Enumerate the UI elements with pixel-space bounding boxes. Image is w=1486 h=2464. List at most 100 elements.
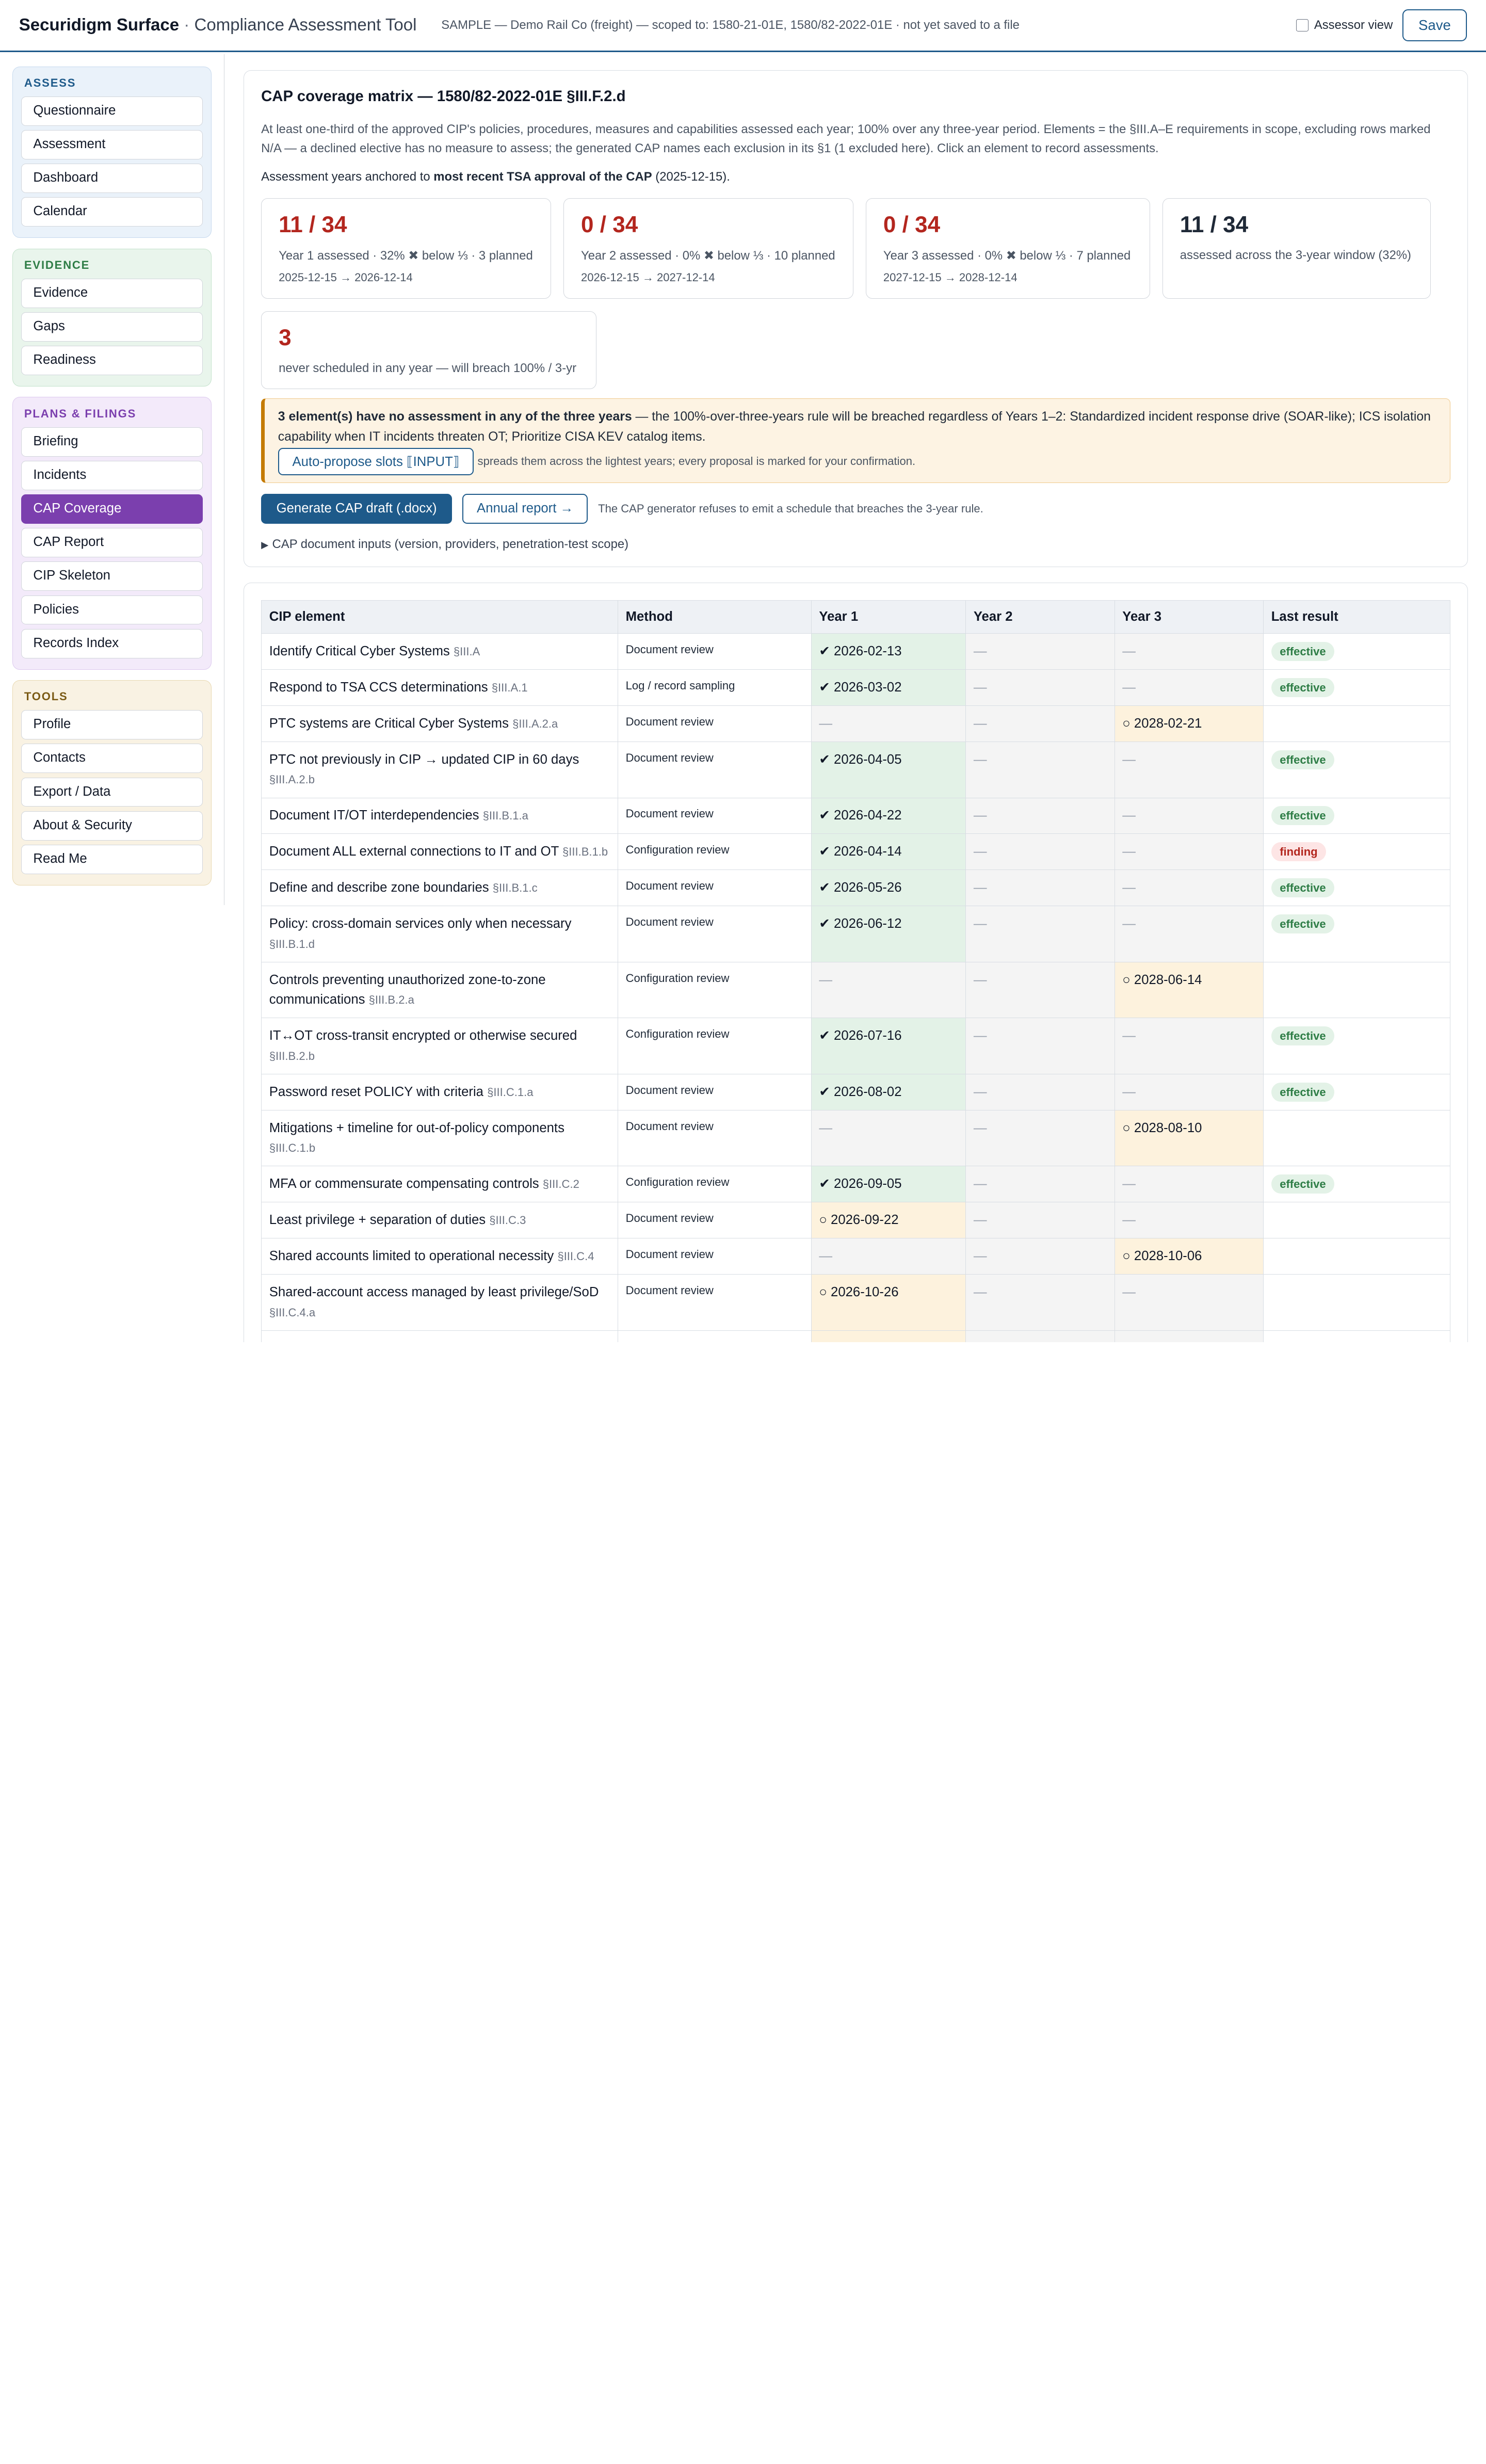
year-3-cell[interactable]: — — [1114, 669, 1264, 706]
year-1-cell[interactable]: ○ 2026-10-26 — [811, 1274, 966, 1331]
generate-cap-draft-button[interactable]: Generate CAP draft (.docx) — [261, 493, 453, 524]
element-cell[interactable]: Shared accounts limited to operational n… — [261, 1238, 618, 1275]
year-1-cell[interactable]: ○ 2026-11-12 — [811, 1330, 966, 1342]
table-row[interactable]: Shared-account access managed by least p… — [261, 1274, 1451, 1331]
year-2-cell[interactable]: — — [965, 1330, 1115, 1342]
sidebar-item-briefing[interactable]: Briefing — [21, 427, 203, 457]
year-3-cell[interactable]: — — [1114, 1202, 1264, 1239]
element-cell[interactable]: MFA or commensurate compensating control… — [261, 1166, 618, 1203]
save-button[interactable]: Save — [1402, 9, 1467, 41]
year-3-cell[interactable]: ○ 2028-10-06 — [1114, 1238, 1264, 1275]
year-1-cell[interactable]: ✔ 2026-04-22 — [811, 797, 966, 834]
sidebar-item-cip-skeleton[interactable]: CIP Skeleton — [21, 561, 203, 591]
year-3-cell[interactable]: ○ 2028-08-10 — [1114, 1109, 1264, 1167]
element-cell[interactable]: IT↔OT cross-transit encrypted or otherwi… — [261, 1018, 618, 1074]
table-row[interactable]: Define and describe zone boundaries §III… — [261, 869, 1451, 907]
year-1-cell[interactable]: ✔ 2026-08-02 — [811, 1073, 966, 1110]
element-cell[interactable]: Mitigations + timeline for out-of-policy… — [261, 1109, 618, 1167]
table-row[interactable]: PTC not previously in CIP → updated CIP … — [261, 741, 1451, 798]
year-2-cell[interactable]: — — [965, 869, 1115, 907]
year-2-cell[interactable]: — — [965, 1274, 1115, 1331]
sidebar-item-gaps[interactable]: Gaps — [21, 312, 203, 342]
element-cell[interactable]: Shared-account access managed by least p… — [261, 1274, 618, 1331]
year-1-cell[interactable]: ✔ 2026-02-13 — [811, 633, 966, 670]
element-cell[interactable]: Define and describe zone boundaries §III… — [261, 869, 618, 907]
year-3-cell[interactable]: ○ 2028-02-21 — [1114, 705, 1264, 742]
table-row[interactable]: Password reset POLICY with criteria §III… — [261, 1073, 1451, 1110]
element-cell[interactable]: Least privilege + separation of duties §… — [261, 1202, 618, 1239]
year-3-cell[interactable]: — — [1114, 1018, 1264, 1074]
element-cell[interactable]: Departed users lose knowledge of shared … — [261, 1330, 618, 1342]
year-3-cell[interactable]: — — [1114, 869, 1264, 907]
element-cell[interactable]: Respond to TSA CCS determinations §III.A… — [261, 669, 618, 706]
year-2-cell[interactable]: — — [965, 669, 1115, 706]
year-3-cell[interactable]: — — [1114, 1330, 1264, 1342]
year-2-cell[interactable]: — — [965, 1202, 1115, 1239]
year-2-cell[interactable]: — — [965, 1238, 1115, 1275]
element-cell[interactable]: Controls preventing unauthorized zone-to… — [261, 961, 618, 1019]
table-row[interactable]: Identify Critical Cyber Systems §III.A Do… — [261, 633, 1451, 670]
sidebar-item-readiness[interactable]: Readiness — [21, 346, 203, 376]
year-3-cell[interactable]: — — [1114, 797, 1264, 834]
table-row[interactable]: Document ALL external connections to IT … — [261, 833, 1451, 871]
year-1-cell[interactable]: ✔ 2026-04-05 — [811, 741, 966, 798]
table-row[interactable]: Controls preventing unauthorized zone-to… — [261, 961, 1451, 1019]
table-row[interactable]: Least privilege + separation of duties §… — [261, 1202, 1451, 1239]
sidebar-item-read-me[interactable]: Read Me — [21, 844, 203, 874]
year-1-cell[interactable]: ✔ 2026-03-02 — [811, 669, 966, 706]
year-2-cell[interactable]: — — [965, 1109, 1115, 1167]
year-2-cell[interactable]: — — [965, 741, 1115, 798]
year-1-cell[interactable]: ✔ 2026-06-12 — [811, 906, 966, 962]
year-3-cell[interactable]: — — [1114, 633, 1264, 670]
year-2-cell[interactable]: — — [965, 1073, 1115, 1110]
assessor-view-toggle[interactable]: Assessor view — [1296, 18, 1393, 33]
element-cell[interactable]: Document IT/OT interdependencies §III.B.… — [261, 797, 618, 834]
element-cell[interactable]: Document ALL external connections to IT … — [261, 833, 618, 871]
year-2-cell[interactable]: — — [965, 961, 1115, 1019]
table-row[interactable]: IT↔OT cross-transit encrypted or otherwi… — [261, 1018, 1451, 1074]
year-3-cell[interactable]: — — [1114, 1274, 1264, 1331]
year-2-cell[interactable]: — — [965, 705, 1115, 742]
sidebar-item-records-index[interactable]: Records Index — [21, 629, 203, 658]
year-1-cell[interactable]: ✔ 2026-05-26 — [811, 869, 966, 907]
year-1-cell[interactable]: ✔ 2026-04-14 — [811, 833, 966, 871]
table-row[interactable]: Mitigations + timeline for out-of-policy… — [261, 1109, 1451, 1167]
sidebar-item-contacts[interactable]: Contacts — [21, 744, 203, 774]
year-1-cell[interactable]: — — [811, 1238, 966, 1275]
sidebar-item-cap-report[interactable]: CAP Report — [21, 528, 203, 558]
element-cell[interactable]: Password reset POLICY with criteria §III… — [261, 1073, 618, 1110]
sidebar-item-incidents[interactable]: Incidents — [21, 460, 203, 490]
table-row[interactable]: Departed users lose knowledge of shared … — [261, 1330, 1451, 1342]
year-2-cell[interactable]: — — [965, 1018, 1115, 1074]
year-2-cell[interactable]: — — [965, 633, 1115, 670]
year-3-cell[interactable]: — — [1114, 906, 1264, 962]
element-cell[interactable]: PTC not previously in CIP → updated CIP … — [261, 741, 618, 798]
sidebar-item-export-data[interactable]: Export / Data — [21, 777, 203, 807]
year-1-cell[interactable]: — — [811, 961, 966, 1019]
annual-report-button[interactable]: Annual report → — [462, 493, 588, 524]
table-row[interactable]: MFA or commensurate compensating control… — [261, 1166, 1451, 1203]
table-row[interactable]: Document IT/OT interdependencies §III.B.… — [261, 797, 1451, 834]
sidebar-item-assessment[interactable]: Assessment — [21, 130, 203, 159]
year-1-cell[interactable]: — — [811, 705, 966, 742]
year-2-cell[interactable]: — — [965, 1166, 1115, 1203]
sidebar-item-calendar[interactable]: Calendar — [21, 197, 203, 227]
table-row[interactable]: Respond to TSA CCS determinations §III.A… — [261, 669, 1451, 706]
sidebar-item-dashboard[interactable]: Dashboard — [21, 164, 203, 194]
element-cell[interactable]: PTC systems are Critical Cyber Systems §… — [261, 705, 618, 742]
sidebar-item-policies[interactable]: Policies — [21, 595, 203, 625]
year-1-cell[interactable]: — — [811, 1109, 966, 1167]
sidebar-item-cap-coverage[interactable]: CAP Coverage — [21, 494, 203, 524]
year-3-cell[interactable]: — — [1114, 833, 1264, 871]
sidebar-item-questionnaire[interactable]: Questionnaire — [21, 96, 203, 126]
year-2-cell[interactable]: — — [965, 833, 1115, 871]
year-3-cell[interactable]: — — [1114, 1073, 1264, 1110]
sidebar-item-about-security[interactable]: About & Security — [21, 811, 203, 841]
year-3-cell[interactable]: — — [1114, 1166, 1264, 1203]
table-row[interactable]: Shared accounts limited to operational n… — [261, 1238, 1451, 1275]
auto-propose-button[interactable]: Auto-propose slots ⟦INPUT⟧ — [278, 448, 474, 475]
sidebar-item-profile[interactable]: Profile — [21, 710, 203, 740]
table-row[interactable]: PTC systems are Critical Cyber Systems §… — [261, 705, 1451, 742]
year-2-cell[interactable]: — — [965, 797, 1115, 834]
sidebar-item-evidence[interactable]: Evidence — [21, 278, 203, 308]
